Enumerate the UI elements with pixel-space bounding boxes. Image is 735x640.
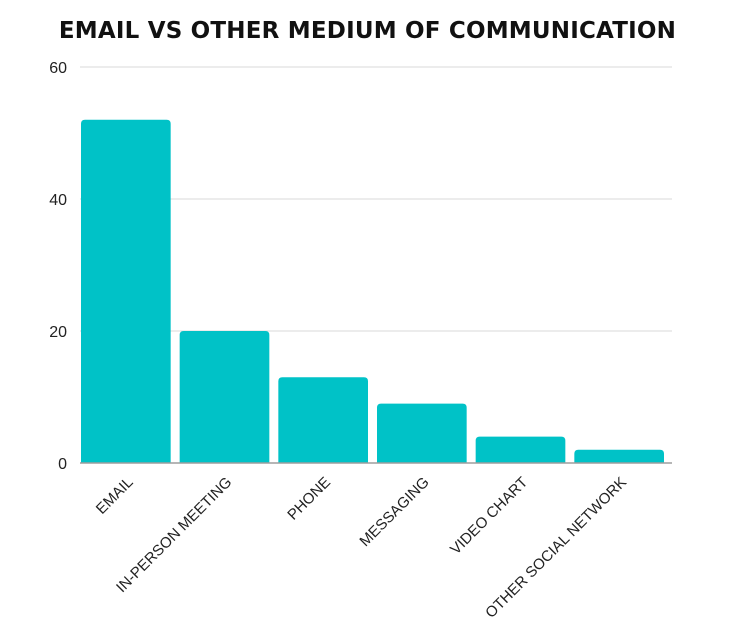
x-tick-label: VIDEO CHART xyxy=(447,474,531,558)
x-tick-label: IN-PERSON MEETING xyxy=(113,474,235,596)
bar-other-social-network xyxy=(574,449,664,463)
bar-email xyxy=(81,119,171,464)
y-axis-ticks: 0 20 40 60 xyxy=(49,60,67,473)
x-tick-label: EMAIL xyxy=(93,474,137,518)
x-tick-label: PHONE xyxy=(284,474,334,524)
bar-phone xyxy=(278,377,368,463)
bar-in-person-meeting xyxy=(179,331,270,463)
y-tick-label: 0 xyxy=(58,456,67,473)
y-tick-label: 20 xyxy=(49,324,67,341)
bars xyxy=(81,119,664,464)
chart-title: EMAIL VS OTHER MEDIUM OF COMMUNICATION xyxy=(58,18,677,44)
y-tick-label: 40 xyxy=(49,192,67,209)
gridlines xyxy=(80,66,672,332)
bar-video-chart xyxy=(475,436,566,463)
x-tick-label: MESSAGING xyxy=(356,474,432,550)
y-tick-label: 60 xyxy=(49,60,67,77)
bar-messaging xyxy=(377,403,467,463)
